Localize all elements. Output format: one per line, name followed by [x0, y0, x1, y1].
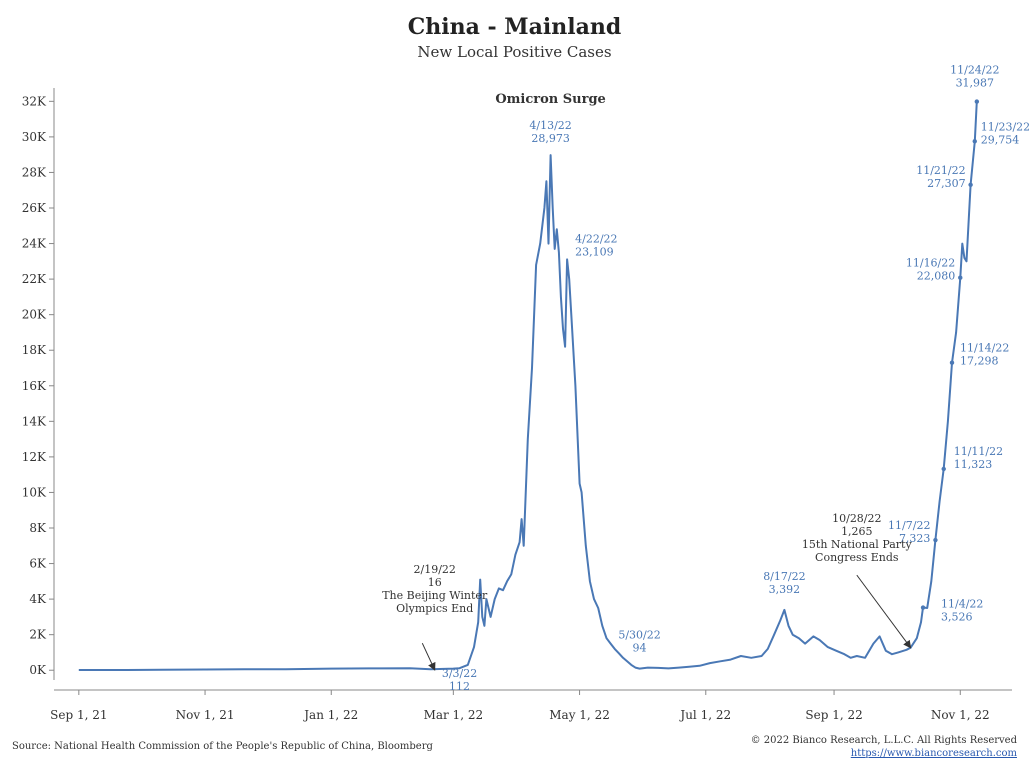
annotation-line: 16 — [428, 576, 442, 589]
data-label-date: 5/30/22 — [618, 629, 660, 642]
annotation-line: The Beijing Winter — [382, 589, 488, 602]
data-label-value: 29,754 — [981, 133, 1020, 146]
annotation-line: Olympics End — [396, 602, 473, 615]
x-tick-label: Jan 1, 22 — [302, 708, 358, 722]
annotation-line: 2/19/22 — [414, 563, 456, 576]
data-label-date: 4/13/22 — [529, 119, 571, 132]
copyright-note: © 2022 Bianco Research, L.L.C. All Right… — [750, 735, 1017, 746]
y-tick-label: 14K — [22, 414, 47, 428]
data-point-marker — [958, 275, 963, 280]
y-tick-label: 26K — [22, 201, 47, 215]
data-point-marker — [949, 360, 955, 365]
y-tick-label: 16K — [22, 379, 47, 393]
y-axis: 0K 2K 4K 6K 8K 10K 12K 14K 16K 18K 20K 22K 24K 26K 28K… — [22, 88, 55, 680]
annotation-line: 10/28/22 — [832, 512, 881, 525]
data-label-date: 3/3/22 — [442, 667, 477, 680]
series-new-local-cases — [78, 101, 978, 671]
x-tick-label: Sep 1, 21 — [50, 708, 107, 722]
data-label-date: 11/24/22 — [950, 64, 999, 77]
website-link[interactable]: https://www.biancoresearch.com — [850, 748, 1017, 759]
y-tick-label: 24K — [22, 237, 47, 251]
data-label-value: 11,323 — [954, 458, 993, 471]
data-label-value: 112 — [449, 680, 470, 693]
y-tick-label: 12K — [22, 450, 47, 464]
data-point-marker — [920, 605, 926, 610]
x-axis: Sep 1, 21 Nov 1, 21 Jan 1, 22 Mar 1, 22 May … — [50, 689, 1012, 722]
annotation-line: Congress Ends — [815, 551, 899, 564]
data-label-value: 94 — [633, 642, 647, 655]
data-label-value: 7,323 — [899, 532, 931, 545]
data-label-date: 11/23/22 — [981, 120, 1029, 133]
annotations: Omicron Surge 2/19/22 16 The Beijing Winter… — [382, 92, 913, 671]
data-label-date: 11/21/22 — [916, 164, 965, 177]
data-label-value: 17,298 — [960, 355, 999, 368]
y-tick-label: 30K — [22, 130, 47, 144]
annotation-line: Omicron Surge — [495, 92, 605, 107]
y-tick-label: 28K — [22, 165, 47, 179]
y-tick-label: 4K — [29, 592, 47, 606]
x-tick-label: May 1, 22 — [549, 708, 610, 722]
data-point-marker — [972, 139, 977, 144]
data-label-value: 28,973 — [531, 132, 570, 145]
y-tick-label: 6K — [29, 557, 47, 571]
y-tick-label: 0K — [29, 663, 47, 677]
y-tick-label: 18K — [22, 343, 47, 357]
y-tick-label: 32K — [22, 94, 47, 108]
data-label-date: 11/16/22 — [906, 257, 955, 270]
annotation-line: 15th National Party — [802, 538, 913, 551]
annotation-arrow-olympics — [421, 642, 436, 671]
x-tick-label: Mar 1, 22 — [424, 708, 484, 722]
data-label-value: 3,392 — [769, 583, 801, 596]
data-label-value: 31,987 — [956, 77, 995, 90]
data-label-value: 3,526 — [941, 611, 973, 624]
annotation-congress: 10/28/22 1,265 15th National Party Congress… — [802, 512, 913, 564]
data-label-value: 22,080 — [917, 270, 956, 283]
x-tick-label: Jul 1, 22 — [678, 708, 731, 722]
data-label-date: 11/4/22 — [941, 598, 983, 611]
data-label-date: 8/17/22 — [763, 570, 805, 583]
data-point-marker — [933, 537, 938, 543]
data-label-date: 11/11/22 — [954, 445, 1003, 458]
data-point-marker — [974, 99, 980, 104]
annotation-olympics: 2/19/22 16 The Beijing Winter Olympics End — [382, 563, 488, 615]
y-tick-label: 10K — [22, 485, 47, 499]
x-tick-label: Nov 1, 22 — [931, 708, 990, 722]
annotation-omicron: Omicron Surge — [495, 92, 605, 107]
y-tick-label: 8K — [29, 521, 47, 535]
data-label-value: 23,109 — [575, 245, 614, 258]
source-note: Source: National Health Commission of th… — [12, 741, 433, 752]
chart-title: China - Mainland — [407, 14, 622, 40]
data-point-marker — [968, 182, 973, 187]
data-point-marker — [941, 466, 946, 472]
annotation-arrow-congress — [856, 574, 912, 649]
x-tick-label: Sep 1, 22 — [805, 708, 862, 722]
chart-subtitle: New Local Positive Cases — [417, 43, 612, 61]
data-label-date: 11/7/22 — [888, 519, 930, 532]
annotation-line: 1,265 — [841, 525, 873, 538]
y-tick-label: 2K — [29, 628, 47, 642]
x-tick-label: Nov 1, 21 — [176, 708, 235, 722]
y-tick-label: 22K — [22, 272, 47, 286]
data-label-date: 4/22/22 — [575, 232, 617, 245]
data-label-date: 11/14/22 — [960, 342, 1009, 355]
series-line — [78, 101, 978, 671]
y-tick-label: 20K — [22, 308, 47, 322]
data-label-value: 27,307 — [927, 177, 966, 190]
